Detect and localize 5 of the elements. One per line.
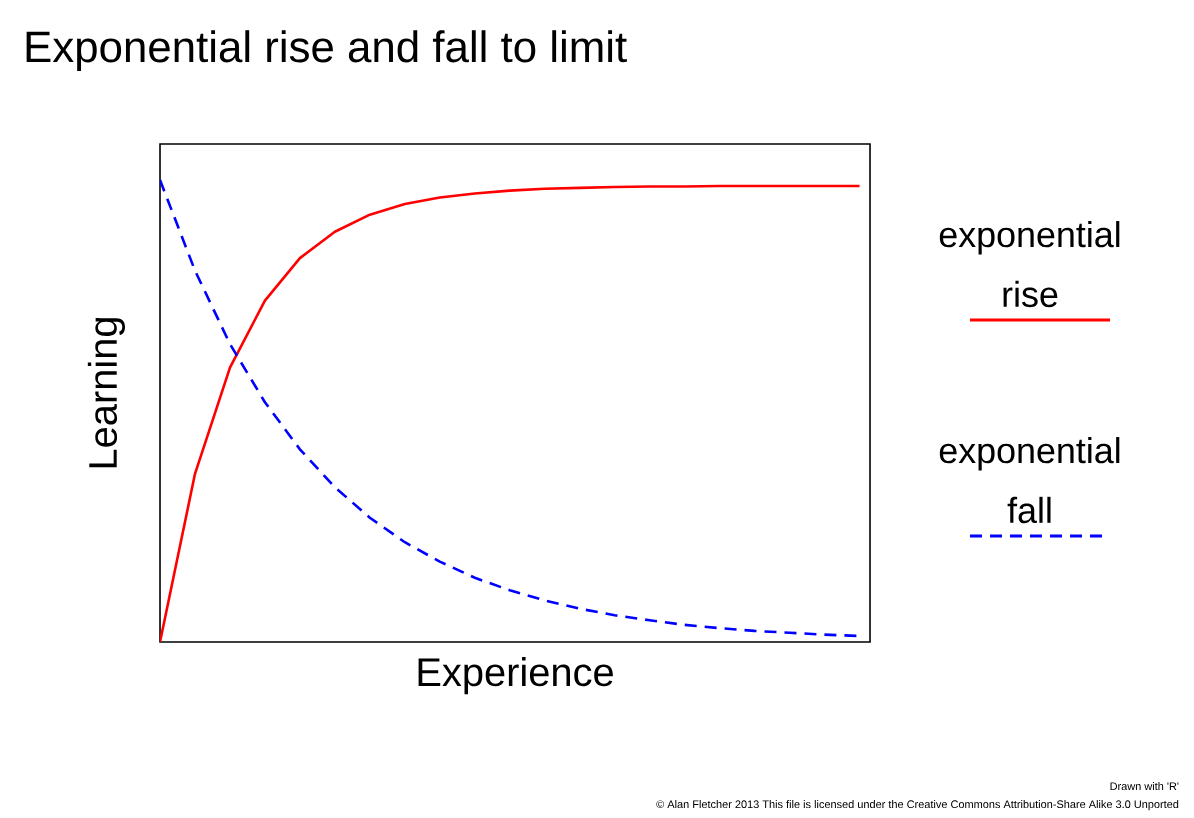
y-axis-title: Learning (87, 318, 125, 468)
text: exponential rise (939, 221, 1120, 308)
text: exponential fall (939, 437, 1120, 524)
chart-title: Exponential rise and fall to limit (26, 30, 627, 72)
x-axis-title: Experience (418, 657, 613, 695)
